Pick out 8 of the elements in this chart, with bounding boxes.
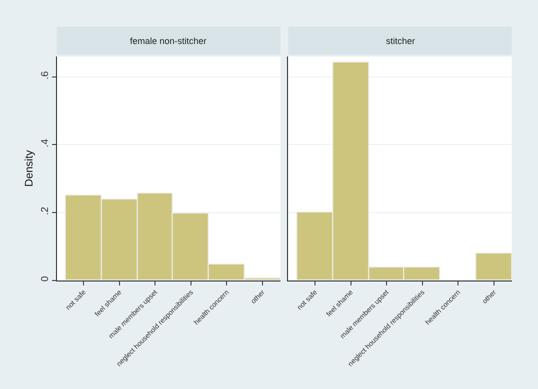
- chart-title: female non-stitcher: [130, 36, 207, 46]
- y-tick-label: .6: [40, 70, 51, 80]
- y-tick-label: .4: [40, 138, 51, 148]
- bar: [475, 252, 512, 280]
- y-tick-label: 0: [40, 276, 51, 282]
- y-tick-label: .2: [40, 206, 51, 216]
- y-axis-title: Density: [23, 150, 36, 187]
- chart-title: stitcher: [386, 36, 416, 46]
